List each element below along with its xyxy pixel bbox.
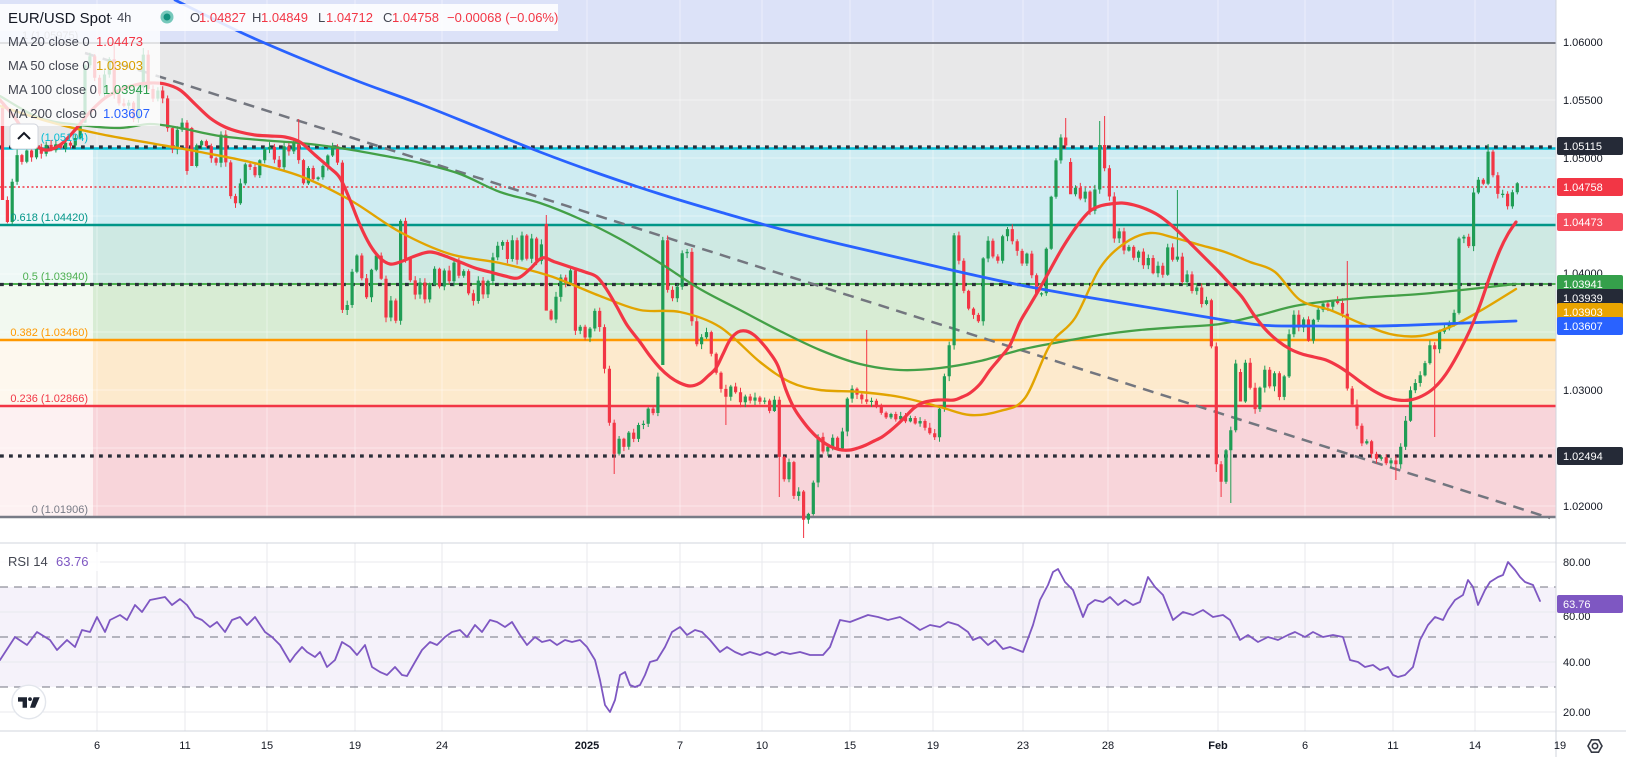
svg-text:1.04827: 1.04827 xyxy=(199,10,246,25)
svg-text:0.236 (1.02866): 0.236 (1.02866) xyxy=(10,393,88,405)
svg-text:1.03903: 1.03903 xyxy=(1563,307,1603,319)
svg-text:11: 11 xyxy=(179,740,190,752)
svg-text:0.382 (1.03460): 0.382 (1.03460) xyxy=(10,327,88,339)
svg-text:1.03607: 1.03607 xyxy=(1563,321,1603,333)
svg-text:1.03607: 1.03607 xyxy=(103,106,150,121)
svg-text:1.04473: 1.04473 xyxy=(96,34,143,49)
svg-text:23: 23 xyxy=(1017,740,1029,752)
svg-text:60.00: 60.00 xyxy=(1563,611,1591,623)
svg-text:1.05000: 1.05000 xyxy=(1563,153,1603,165)
svg-text:1.05500: 1.05500 xyxy=(1563,95,1603,107)
svg-text:19: 19 xyxy=(349,740,361,752)
svg-text:11: 11 xyxy=(1387,740,1398,752)
svg-text:−0.00068 (−0.06%): −0.00068 (−0.06%) xyxy=(447,10,558,25)
svg-text:14: 14 xyxy=(1469,740,1481,752)
svg-text:MA 50 close 0: MA 50 close 0 xyxy=(8,58,90,73)
svg-text:0.5 (1.03940): 0.5 (1.03940) xyxy=(23,271,88,283)
svg-text:H: H xyxy=(252,10,261,25)
svg-text:15: 15 xyxy=(261,740,273,752)
svg-text:10: 10 xyxy=(756,740,768,752)
svg-text:6: 6 xyxy=(1302,740,1308,752)
svg-text:RSI 14: RSI 14 xyxy=(8,554,48,569)
svg-text:· 4h: · 4h xyxy=(109,10,131,25)
svg-text:1.02494: 1.02494 xyxy=(1563,451,1603,463)
svg-text:15: 15 xyxy=(844,740,856,752)
svg-text:0 (1.01906): 0 (1.01906) xyxy=(32,504,88,516)
svg-text:63.76: 63.76 xyxy=(56,554,89,569)
svg-text:EUR/USD Spot: EUR/USD Spot xyxy=(8,10,111,27)
svg-text:1.03939: 1.03939 xyxy=(1563,293,1603,305)
svg-text:L: L xyxy=(318,10,325,25)
svg-text:19: 19 xyxy=(1554,740,1566,752)
svg-text:Feb: Feb xyxy=(1208,740,1228,752)
svg-text:1.04712: 1.04712 xyxy=(326,10,373,25)
svg-text:C: C xyxy=(383,10,392,25)
svg-text:28: 28 xyxy=(1102,740,1114,752)
svg-text:1.03903: 1.03903 xyxy=(96,58,143,73)
svg-text:1.03941: 1.03941 xyxy=(1563,279,1603,291)
svg-text:1.04473: 1.04473 xyxy=(1563,217,1603,229)
svg-text:1.04849: 1.04849 xyxy=(261,10,308,25)
svg-text:1.03000: 1.03000 xyxy=(1563,385,1603,397)
svg-text:1.05115: 1.05115 xyxy=(1563,141,1602,153)
svg-text:1.04758: 1.04758 xyxy=(392,10,439,25)
svg-text:40.00: 40.00 xyxy=(1563,657,1591,669)
svg-text:1.06000: 1.06000 xyxy=(1563,37,1603,49)
svg-text:1.04758: 1.04758 xyxy=(1563,182,1603,194)
svg-text:MA 200 close 0: MA 200 close 0 xyxy=(8,106,97,121)
svg-text:20.00: 20.00 xyxy=(1563,707,1591,719)
svg-text:O: O xyxy=(190,10,200,25)
svg-text:MA 20 close 0: MA 20 close 0 xyxy=(8,34,90,49)
svg-text:2025: 2025 xyxy=(575,740,599,752)
svg-text:80.00: 80.00 xyxy=(1563,557,1591,569)
svg-text:0.618 (1.04420): 0.618 (1.04420) xyxy=(10,212,88,224)
svg-text:MA 100 close 0: MA 100 close 0 xyxy=(8,82,97,97)
svg-text:7: 7 xyxy=(677,740,683,752)
svg-text:1.02000: 1.02000 xyxy=(1563,501,1603,513)
svg-text:19: 19 xyxy=(927,740,939,752)
svg-text:63.76: 63.76 xyxy=(1563,599,1591,611)
svg-text:6: 6 xyxy=(94,740,100,752)
svg-text:1.03941: 1.03941 xyxy=(103,82,150,97)
svg-text:24: 24 xyxy=(436,740,448,752)
